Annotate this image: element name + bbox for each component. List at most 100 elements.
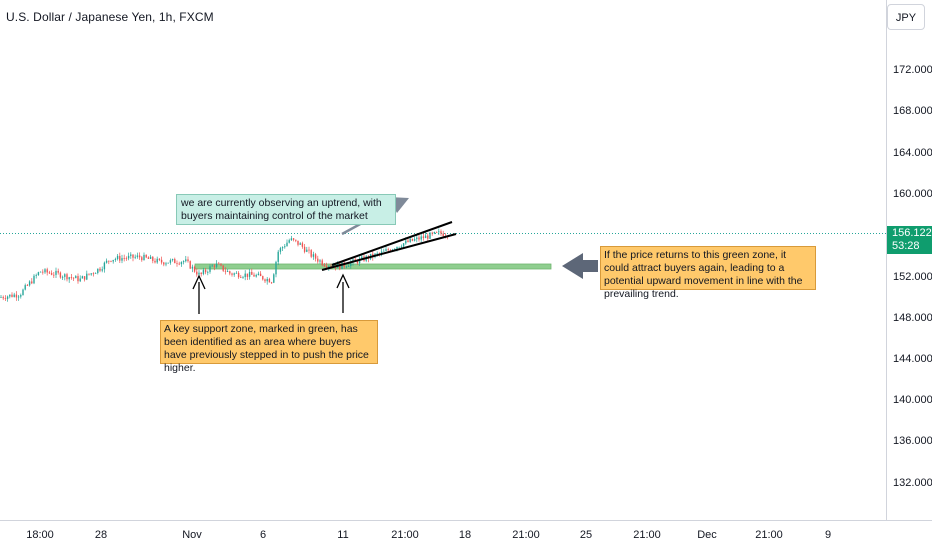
candle-body — [204, 270, 207, 273]
channel-lower-line[interactable] — [321, 233, 457, 271]
retest-note[interactable]: If the price returns to this green zone,… — [600, 246, 816, 300]
time-axis-label: Nov — [182, 529, 202, 541]
time-axis-label: 21:00 — [391, 529, 419, 541]
candle-body — [57, 270, 59, 273]
candle-body — [75, 276, 77, 279]
candle-body — [264, 279, 266, 282]
candle-body — [88, 273, 90, 275]
candle-body — [422, 236, 425, 239]
channel-upper-line[interactable] — [331, 221, 453, 266]
time-axis-label: 25 — [579, 529, 593, 541]
price-axis-label: 140.000 — [893, 394, 932, 406]
candle-body — [200, 272, 202, 275]
candle-body — [295, 239, 297, 241]
candle-body — [347, 266, 350, 267]
candle-body — [273, 274, 275, 283]
candle-body — [411, 238, 414, 241]
retest-pointer-arrow[interactable] — [336, 273, 350, 313]
candle-body — [48, 272, 51, 274]
candle-body — [442, 233, 444, 237]
symbol-title[interactable]: U.S. Dollar / Japanese Yen, 1h, FXCM — [6, 10, 214, 24]
candle-body — [275, 261, 277, 275]
price-axis-label: 168.000 — [893, 105, 932, 117]
candle-body — [94, 272, 97, 274]
candle-body — [180, 262, 183, 265]
candle-body — [413, 239, 416, 241]
candle-body — [281, 247, 284, 249]
candle-body — [28, 281, 31, 286]
price-axis-label: 160.000 — [893, 188, 932, 200]
candle-body — [380, 251, 383, 254]
candle-body — [53, 274, 55, 276]
candle-body — [277, 251, 279, 262]
time-axis-label: 18 — [458, 529, 472, 541]
time-axis-label: 11 — [337, 529, 349, 541]
candle-body — [290, 238, 293, 241]
support-zone[interactable] — [194, 263, 552, 270]
candle-body — [242, 277, 244, 278]
candle-body — [440, 231, 442, 234]
candle-body — [376, 253, 378, 255]
candle-body — [418, 237, 420, 240]
uptrend-note[interactable]: we are currently observing an uptrend, w… — [176, 194, 396, 225]
candle-body — [169, 260, 172, 263]
candle-body — [165, 263, 167, 265]
candle-body — [70, 277, 73, 278]
candle-body — [424, 235, 427, 239]
candle-body — [187, 259, 189, 262]
support-zone-note[interactable]: A key support zone, marked in green, has… — [160, 320, 378, 374]
candle-body — [354, 259, 356, 261]
candle-body — [130, 254, 132, 256]
candle-body — [235, 272, 238, 274]
price-axis-label: 172.000 — [893, 64, 932, 76]
candle-body — [299, 243, 301, 245]
candle-body — [297, 240, 299, 245]
candle-body — [68, 277, 70, 280]
currency-button[interactable]: JPY — [887, 4, 925, 30]
candle-body — [341, 262, 343, 270]
candle-body — [350, 262, 352, 267]
candle-body — [134, 256, 136, 258]
candle-body — [387, 249, 389, 251]
candle-body — [138, 255, 141, 258]
candle-body — [108, 260, 110, 262]
candle-body — [325, 266, 328, 268]
candle-body — [127, 255, 130, 259]
candle-body — [61, 276, 64, 278]
candle-body — [6, 296, 9, 299]
price-axis-label: 152.000 — [893, 271, 932, 283]
candle-body — [42, 271, 44, 273]
candle-body — [81, 276, 84, 279]
candle-body — [288, 240, 290, 243]
candle-body — [429, 232, 431, 239]
price-axis-label: 144.000 — [893, 353, 932, 365]
candle-body — [86, 273, 88, 280]
candle-body — [79, 278, 81, 282]
candle-body — [215, 263, 218, 267]
bar-countdown: 53:28 — [892, 240, 920, 252]
price-axis-label: 148.000 — [893, 312, 932, 324]
candle-body — [2, 297, 4, 299]
candle-body — [83, 276, 86, 280]
candle-body — [301, 243, 304, 247]
support-pointer-arrow[interactable] — [192, 274, 206, 314]
candle-body — [306, 249, 308, 252]
candle-body — [400, 246, 403, 248]
candle-body — [123, 258, 125, 259]
candle-body — [145, 254, 147, 258]
candle-body — [328, 266, 330, 268]
candle-body — [231, 273, 233, 275]
candles — [0, 228, 449, 302]
time-axis-label: 6 — [259, 529, 267, 541]
candle-body — [15, 294, 18, 298]
candle-body — [110, 260, 112, 262]
candle-body — [438, 231, 440, 233]
candle-body — [44, 269, 46, 273]
candle-body — [20, 295, 22, 297]
candle-body — [385, 249, 387, 251]
candle-body — [248, 271, 251, 277]
candle-body — [90, 273, 92, 275]
time-axis-label: 9 — [824, 529, 832, 541]
candle-body — [176, 263, 178, 264]
